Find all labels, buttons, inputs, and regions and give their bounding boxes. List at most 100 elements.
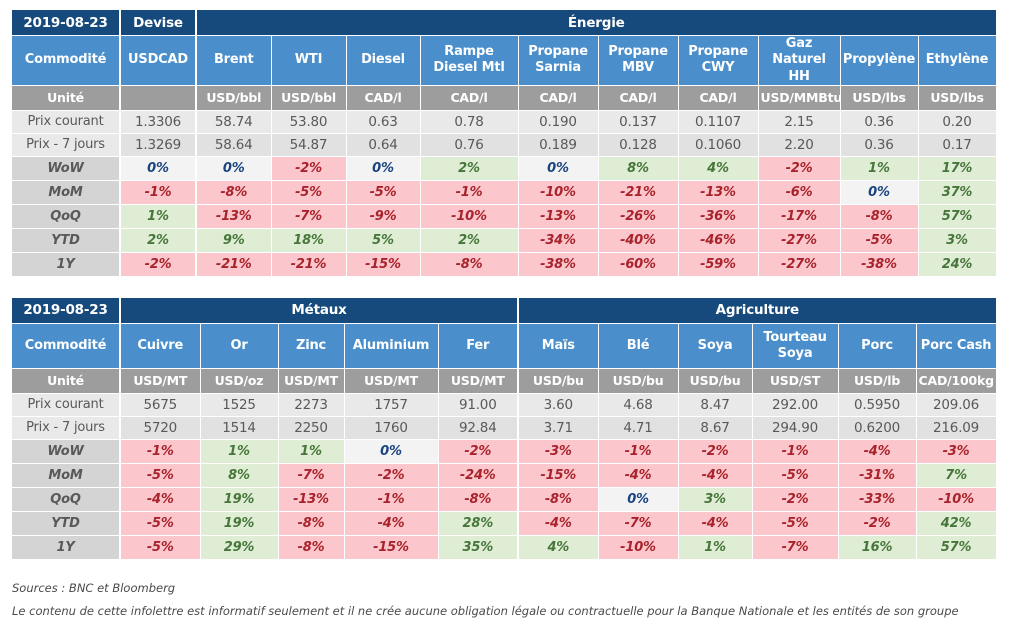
change-cell: -38% <box>840 252 919 277</box>
change-cell: 37% <box>918 180 997 205</box>
change-cell: -5% <box>752 511 839 536</box>
commodity-header: Soya <box>678 323 753 369</box>
price-row-label: Prix courant <box>12 393 121 417</box>
change-cell: -38% <box>518 252 599 277</box>
change-cell: -27% <box>758 252 841 277</box>
change-cell: 3% <box>678 487 753 512</box>
change-row-wow: WoW 0% 0% -2% 0% 2% 0% 8% 4% -2% 1% 17% <box>12 156 997 181</box>
price-cell: 0.6200 <box>838 416 917 440</box>
commodity-header: Or <box>200 323 279 369</box>
change-cell: -27% <box>758 228 841 253</box>
price-cell: 0.78 <box>420 110 519 134</box>
commodity-header: Aluminium <box>344 323 439 369</box>
unit-cell: USD/bbl <box>271 85 347 111</box>
change-row-label: QoQ <box>12 204 121 229</box>
disclaimer-line: Le contenu de cette infolettre est infor… <box>12 603 959 618</box>
unit-cell: USD/MMBtu <box>758 85 841 111</box>
unit-cell: USD/lb <box>838 368 917 394</box>
price-cell: 1760 <box>344 416 439 440</box>
change-cell: -15% <box>344 535 439 560</box>
price-cell: 92.84 <box>438 416 519 440</box>
change-cell: -60% <box>598 252 679 277</box>
price-cell: 0.189 <box>518 133 599 157</box>
change-cell: -21% <box>271 252 347 277</box>
change-cell: -15% <box>346 252 421 277</box>
price-cell: 2.20 <box>758 133 841 157</box>
unit-label-header: Unité <box>12 85 121 111</box>
change-cell: -7% <box>752 535 839 560</box>
change-cell: -5% <box>119 463 201 488</box>
price-cell: 0.64 <box>346 133 421 157</box>
change-cell: 1% <box>678 535 753 560</box>
change-cell: -3% <box>916 439 997 464</box>
price-cell: 8.47 <box>678 393 753 417</box>
change-cell: -1% <box>119 439 201 464</box>
change-cell: 1% <box>119 204 197 229</box>
unit-cell: CAD/l <box>678 85 759 111</box>
price-cell: 1525 <box>200 393 279 417</box>
change-cell: 35% <box>438 535 519 560</box>
commodity-header: Propylène <box>840 35 919 86</box>
unit-cell: USD/MT <box>119 368 201 394</box>
price-previous-row: Prix - 7 jours 5720 1514 2250 1760 92.84 3.71 4… <box>12 416 997 440</box>
change-cell: 19% <box>200 511 279 536</box>
change-cell: -17% <box>758 204 841 229</box>
change-cell: -2% <box>271 156 347 181</box>
change-cell: 0% <box>518 156 599 181</box>
price-cell: 0.36 <box>840 133 919 157</box>
change-cell: 5% <box>346 228 421 253</box>
price-cell: 4.71 <box>598 416 679 440</box>
change-cell: 4% <box>517 535 599 560</box>
change-row-wow: WoW -1% 1% 1% 0% -2% -3% -1% -2% -1% -4% -3% <box>12 439 997 464</box>
report-date: 2019-08-23 <box>12 297 121 324</box>
change-cell: 2% <box>420 228 519 253</box>
change-cell: -24% <box>438 463 519 488</box>
change-cell: -8% <box>278 535 345 560</box>
price-cell: 1514 <box>200 416 279 440</box>
commodity-header: Fer <box>438 323 519 369</box>
commodity-header: Rampe Diesel Mtl <box>420 35 519 86</box>
change-cell: -8% <box>438 487 519 512</box>
change-cell: -4% <box>598 463 679 488</box>
change-cell: 0% <box>346 156 421 181</box>
price-cell: 2273 <box>278 393 345 417</box>
unit-cell: USD/MT <box>438 368 519 394</box>
change-cell: -1% <box>420 180 519 205</box>
change-row-label: MoM <box>12 180 121 205</box>
commodity-row: Commodité Cuivre Or Zinc Aluminium Fer Maïs Blé… <box>12 323 997 369</box>
price-cell: 58.64 <box>195 133 272 157</box>
change-cell: -2% <box>438 439 519 464</box>
unit-cell <box>119 85 197 111</box>
change-cell: 0% <box>344 439 439 464</box>
change-cell: 3% <box>918 228 997 253</box>
change-cell: 1% <box>278 439 345 464</box>
price-cell: 0.137 <box>598 110 679 134</box>
commodity-header: Tourteau Soya <box>752 323 839 369</box>
change-cell: -13% <box>195 204 272 229</box>
price-current-row: Prix courant 5675 1525 2273 1757 91.00 3.60 4.6… <box>12 393 997 417</box>
change-row-label: 1Y <box>12 535 121 560</box>
group-header-row: 2019-08-23 Métaux Agriculture <box>12 297 997 324</box>
price-cell: 0.76 <box>420 133 519 157</box>
commodity-header: Ethylène <box>918 35 997 86</box>
price-cell: 292.00 <box>752 393 839 417</box>
unit-cell: USD/lbs <box>918 85 997 111</box>
commodity-header: Diesel <box>346 35 421 86</box>
change-cell: 0% <box>195 156 272 181</box>
change-cell: -34% <box>518 228 599 253</box>
change-row-label: YTD <box>12 228 121 253</box>
change-row-label: YTD <box>12 511 121 536</box>
commodity-header: Propane MBV <box>598 35 679 86</box>
price-cell: 58.74 <box>195 110 272 134</box>
change-cell: -13% <box>518 204 599 229</box>
change-cell: -3% <box>517 439 599 464</box>
price-cell: 53.80 <box>271 110 347 134</box>
change-cell: 8% <box>200 463 279 488</box>
price-cell: 1.3269 <box>119 133 197 157</box>
change-cell: -1% <box>752 439 839 464</box>
change-cell: -1% <box>598 439 679 464</box>
change-row-qoq: QoQ -4% 19% -13% -1% -8% -8% 0% 3% -2% -33% -10% <box>12 487 997 512</box>
commodity-header: Blé <box>598 323 679 369</box>
price-cell: 1757 <box>344 393 439 417</box>
price-current-row: Prix courant 1.3306 58.74 53.80 0.63 0.78 0.19… <box>12 110 997 134</box>
